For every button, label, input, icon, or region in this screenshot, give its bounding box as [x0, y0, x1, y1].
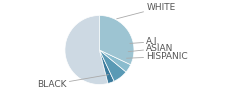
Wedge shape [99, 16, 134, 65]
Text: BLACK: BLACK [37, 75, 108, 89]
Wedge shape [99, 50, 131, 72]
Text: A.I.: A.I. [130, 37, 161, 46]
Text: HISPANIC: HISPANIC [126, 52, 188, 61]
Wedge shape [99, 50, 114, 83]
Text: WHITE: WHITE [117, 3, 175, 19]
Wedge shape [99, 50, 126, 81]
Text: ASIAN: ASIAN [128, 44, 174, 53]
Wedge shape [65, 16, 108, 84]
